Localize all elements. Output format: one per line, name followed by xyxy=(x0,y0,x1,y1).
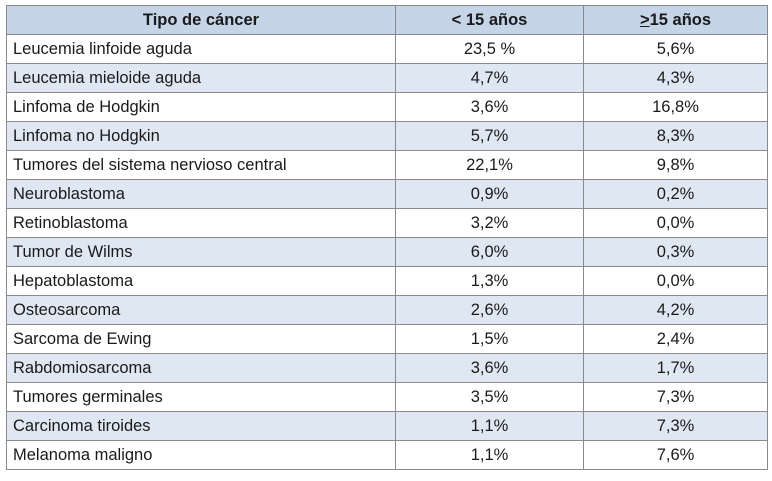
cell-15-and-over: 0,0% xyxy=(583,208,768,238)
cell-15-and-over: 0,2% xyxy=(583,179,768,209)
cell-15-and-over: 2,4% xyxy=(583,324,768,354)
table-row: Leucemia linfoide aguda 23,5 % 5,6% xyxy=(6,34,768,64)
cell-under-15: 22,1% xyxy=(395,150,584,180)
cell-under-15: 5,7% xyxy=(395,121,584,151)
table-row: Tumor de Wilms 6,0% 0,3% xyxy=(6,237,768,267)
table-row: Osteosarcoma 2,6% 4,2% xyxy=(6,295,768,325)
table-header-row: Tipo de cáncer < 15 años >15 años xyxy=(6,5,768,35)
table-row: Sarcoma de Ewing 1,5% 2,4% xyxy=(6,324,768,354)
cell-under-15: 6,0% xyxy=(395,237,584,267)
cell-cancer-type: Linfoma no Hodgkin xyxy=(6,121,396,151)
table-row: Linfoma de Hodgkin 3,6% 16,8% xyxy=(6,92,768,122)
table-row: Linfoma no Hodgkin 5,7% 8,3% xyxy=(6,121,768,151)
table-row: Leucemia mieloide aguda 4,7% 4,3% xyxy=(6,63,768,93)
cell-cancer-type: Leucemia linfoide aguda xyxy=(6,34,396,64)
table-row: Retinoblastoma 3,2% 0,0% xyxy=(6,208,768,238)
cell-15-and-over: 9,8% xyxy=(583,150,768,180)
table-row: Neuroblastoma 0,9% 0,2% xyxy=(6,179,768,209)
cell-cancer-type: Linfoma de Hodgkin xyxy=(6,92,396,122)
table-body: Leucemia linfoide aguda 23,5 % 5,6% Leucemi… xyxy=(6,34,768,470)
cell-cancer-type: Tumores del sistema nervioso central xyxy=(6,150,396,180)
header-under-15: < 15 años xyxy=(395,5,584,35)
cell-15-and-over: 7,3% xyxy=(583,411,768,441)
cell-under-15: 3,2% xyxy=(395,208,584,238)
cell-under-15: 3,6% xyxy=(395,92,584,122)
cell-cancer-type: Neuroblastoma xyxy=(6,179,396,209)
cell-under-15: 0,9% xyxy=(395,179,584,209)
cell-under-15: 1,1% xyxy=(395,411,584,441)
cell-cancer-type: Rabdomiosarcoma xyxy=(6,353,396,383)
table-row: Rabdomiosarcoma 3,6% 1,7% xyxy=(6,353,768,383)
cell-under-15: 1,5% xyxy=(395,324,584,354)
cell-15-and-over: 0,0% xyxy=(583,266,768,296)
cell-cancer-type: Melanoma maligno xyxy=(6,440,396,470)
cell-cancer-type: Carcinoma tiroides xyxy=(6,411,396,441)
table-row: Hepatoblastoma 1,3% 0,0% xyxy=(6,266,768,296)
cell-15-and-over: 0,3% xyxy=(583,237,768,267)
cell-cancer-type: Hepatoblastoma xyxy=(6,266,396,296)
cell-15-and-over: 16,8% xyxy=(583,92,768,122)
table-row: Tumores del sistema nervioso central 22,1… xyxy=(6,150,768,180)
cell-under-15: 1,3% xyxy=(395,266,584,296)
cell-cancer-type: Tumores germinales xyxy=(6,382,396,412)
table-row: Tumores germinales 3,5% 7,3% xyxy=(6,382,768,412)
cell-under-15: 23,5 % xyxy=(395,34,584,64)
cell-under-15: 3,6% xyxy=(395,353,584,383)
header-15-and-over: >15 años xyxy=(583,5,768,35)
cell-15-and-over: 7,3% xyxy=(583,382,768,412)
cell-under-15: 1,1% xyxy=(395,440,584,470)
cell-cancer-type: Osteosarcoma xyxy=(6,295,396,325)
table-row: Melanoma maligno 1,1% 7,6% xyxy=(6,440,768,470)
cell-15-and-over: 5,6% xyxy=(583,34,768,64)
cell-15-and-over: 4,3% xyxy=(583,63,768,93)
cell-cancer-type: Leucemia mieloide aguda xyxy=(6,63,396,93)
cell-cancer-type: Retinoblastoma xyxy=(6,208,396,238)
cancer-incidence-table-container: Tipo de cáncer < 15 años >15 años Leucem… xyxy=(6,5,768,470)
cell-15-and-over: 8,3% xyxy=(583,121,768,151)
header-cancer-type: Tipo de cáncer xyxy=(6,5,396,35)
cell-15-and-over: 1,7% xyxy=(583,353,768,383)
cell-under-15: 3,5% xyxy=(395,382,584,412)
cell-under-15: 4,7% xyxy=(395,63,584,93)
header-15-and-over-label: 15 años xyxy=(649,11,712,29)
table-row: Carcinoma tiroides 1,1% 7,3% xyxy=(6,411,768,441)
cell-cancer-type: Tumor de Wilms xyxy=(6,237,396,267)
cell-15-and-over: 4,2% xyxy=(583,295,768,325)
cell-under-15: 2,6% xyxy=(395,295,584,325)
cancer-incidence-table: Tipo de cáncer < 15 años >15 años Leucem… xyxy=(6,5,768,470)
greater-equal-symbol: > xyxy=(639,11,650,29)
cell-15-and-over: 7,6% xyxy=(583,440,768,470)
cell-cancer-type: Sarcoma de Ewing xyxy=(6,324,396,354)
